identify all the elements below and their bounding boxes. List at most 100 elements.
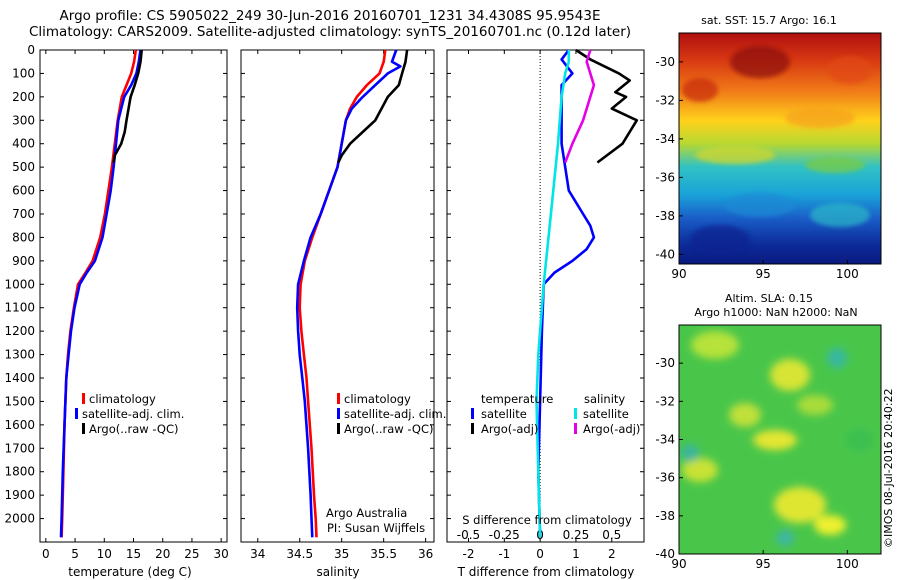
sst-blob	[682, 78, 718, 102]
x-tick-label: 2	[608, 547, 616, 561]
legend-swatch-argo-salt	[574, 423, 577, 434]
map-y-tick-label: -30	[655, 55, 675, 69]
s-diff-tick-label: 0.5	[602, 528, 621, 542]
legend-label-argo-salt: Argo(-adj)	[583, 422, 640, 436]
map-y-tick-label: -38	[655, 209, 675, 223]
sla-map-title-line1: Altim. SLA: 0.15	[725, 292, 813, 305]
s-diff-tick-label: 0.25	[563, 528, 590, 542]
y-tick-label: 1700	[4, 441, 35, 455]
legend-swatch-argo	[82, 423, 85, 434]
sla-blob	[827, 348, 847, 368]
legend-swatch-argo	[337, 423, 340, 434]
legend-label-climatology: climatology	[344, 392, 411, 406]
temperature-axis-label: temperature (deg C)	[68, 565, 191, 579]
x-tick-label: 0	[42, 547, 50, 561]
map-x-tick-label: 90	[671, 557, 686, 571]
sla-blob	[774, 487, 826, 523]
sla-blob	[846, 428, 874, 452]
sst-map-frame	[678, 32, 882, 265]
y-tick-label: 1900	[4, 488, 35, 502]
y-tick-label: 100	[12, 66, 35, 80]
sla-blob	[770, 359, 810, 391]
x-tick-label: -1	[498, 547, 510, 561]
sst-blob	[828, 56, 872, 84]
sla-blob	[797, 395, 833, 415]
x-tick-label: -2	[463, 547, 475, 561]
x-tick-label: 1	[572, 547, 580, 561]
y-tick-label: 900	[12, 254, 35, 268]
sst-map-texture	[682, 46, 872, 255]
y-tick-label: 200	[12, 90, 35, 104]
series-line	[337, 49, 409, 164]
y-tick-label: 600	[12, 184, 35, 198]
salinity-panel-frame	[240, 49, 435, 543]
map-x-tick-label: 100	[836, 267, 859, 281]
sla-blob	[681, 444, 699, 462]
legend-swatch-argo-temp	[471, 423, 474, 434]
y-tick-label: 1200	[4, 324, 35, 338]
sla-blob	[729, 403, 761, 427]
sla-blob	[776, 530, 794, 546]
legend-label-argo-temp: Argo(-adj)	[481, 422, 538, 436]
x-tick-label: 36	[418, 547, 433, 561]
sla-map	[679, 325, 881, 554]
map-y-tick-label: -32	[655, 394, 675, 408]
sla-map-title-line2: Argo h1000: NaN h2000: NaN	[694, 306, 857, 319]
sst-map-title: sat. SST: 15.7 Argo: 16.1	[701, 14, 837, 27]
legend-header-temperature: temperature	[481, 392, 553, 406]
legend-header-salinity: salinity	[584, 392, 625, 406]
sst-blob	[730, 46, 790, 78]
map-x-tick-label: 90	[671, 267, 686, 281]
temperature-panel-frame	[39, 49, 228, 543]
title-line-1: Argo profile: CS 5905022_249 30-Jun-2016…	[59, 8, 601, 24]
x-tick-label: 34	[250, 547, 265, 561]
legend-label-argo: Argo(..raw -QC)	[89, 422, 179, 436]
legend-label-satellite: satellite-adj. clim.	[344, 407, 446, 421]
x-tick-label: 35	[334, 547, 349, 561]
page-title: Argo profile: CS 5905022_249 30-Jun-2016…	[0, 8, 660, 40]
sla-blob	[753, 430, 797, 450]
sla-blob	[814, 515, 846, 535]
sla-blob	[691, 331, 739, 359]
sst-blob	[785, 108, 855, 128]
map-y-tick-label: -34	[655, 433, 675, 447]
series-line	[59, 49, 142, 538]
salinity-legend: climatology satellite-adj. clim. Argo(..…	[337, 392, 446, 436]
legend-label-argo: Argo(..raw -QC)	[344, 422, 434, 436]
sst-blob	[805, 157, 865, 173]
y-tick-label: 1400	[4, 371, 35, 385]
t-difference-axis-label: T difference from climatology	[457, 565, 635, 579]
series-line	[535, 50, 571, 538]
difference-panel-frame	[446, 49, 645, 543]
series-line	[298, 49, 387, 538]
sst-map	[679, 33, 881, 264]
series-line	[112, 49, 143, 163]
legend-label-sat-salt: satellite	[583, 407, 629, 421]
sst-blob	[810, 203, 870, 227]
x-tick-label: 20	[155, 547, 170, 561]
y-tick-label: 1000	[4, 277, 35, 291]
legend-swatch-satellite	[337, 408, 340, 419]
x-tick-label: 0	[536, 547, 544, 561]
x-tick-label: 30	[214, 547, 229, 561]
y-tick-label: 1800	[4, 465, 35, 479]
y-tick-label: 0	[27, 43, 35, 57]
map-y-tick-label: -34	[655, 132, 675, 146]
legend-swatch-climatology	[337, 393, 340, 404]
legend-label-sat-temp: satellite	[481, 407, 527, 421]
imos-stamp: ©IMOS 08-Jul-2016 20:40:22	[882, 388, 895, 548]
s-difference-title: S difference from climatology	[462, 513, 632, 527]
map-y-tick-label: -38	[655, 509, 675, 523]
legend-label-climatology: climatology	[89, 392, 156, 406]
title-line-2: Climatology: CARS2009. Satellite-adjuste…	[28, 24, 632, 40]
y-tick-label: 300	[12, 113, 35, 127]
x-tick-label: 34.5	[286, 547, 313, 561]
x-tick-label: 15	[126, 547, 141, 561]
difference-legend: temperature salinity satellite Argo(-adj…	[471, 392, 640, 436]
x-tick-label: 25	[184, 547, 199, 561]
series-line	[295, 49, 402, 538]
map-y-tick-label: -40	[655, 247, 675, 261]
map-y-tick-label: -40	[655, 547, 675, 561]
s-diff-tick-label: -0.5	[457, 528, 480, 542]
